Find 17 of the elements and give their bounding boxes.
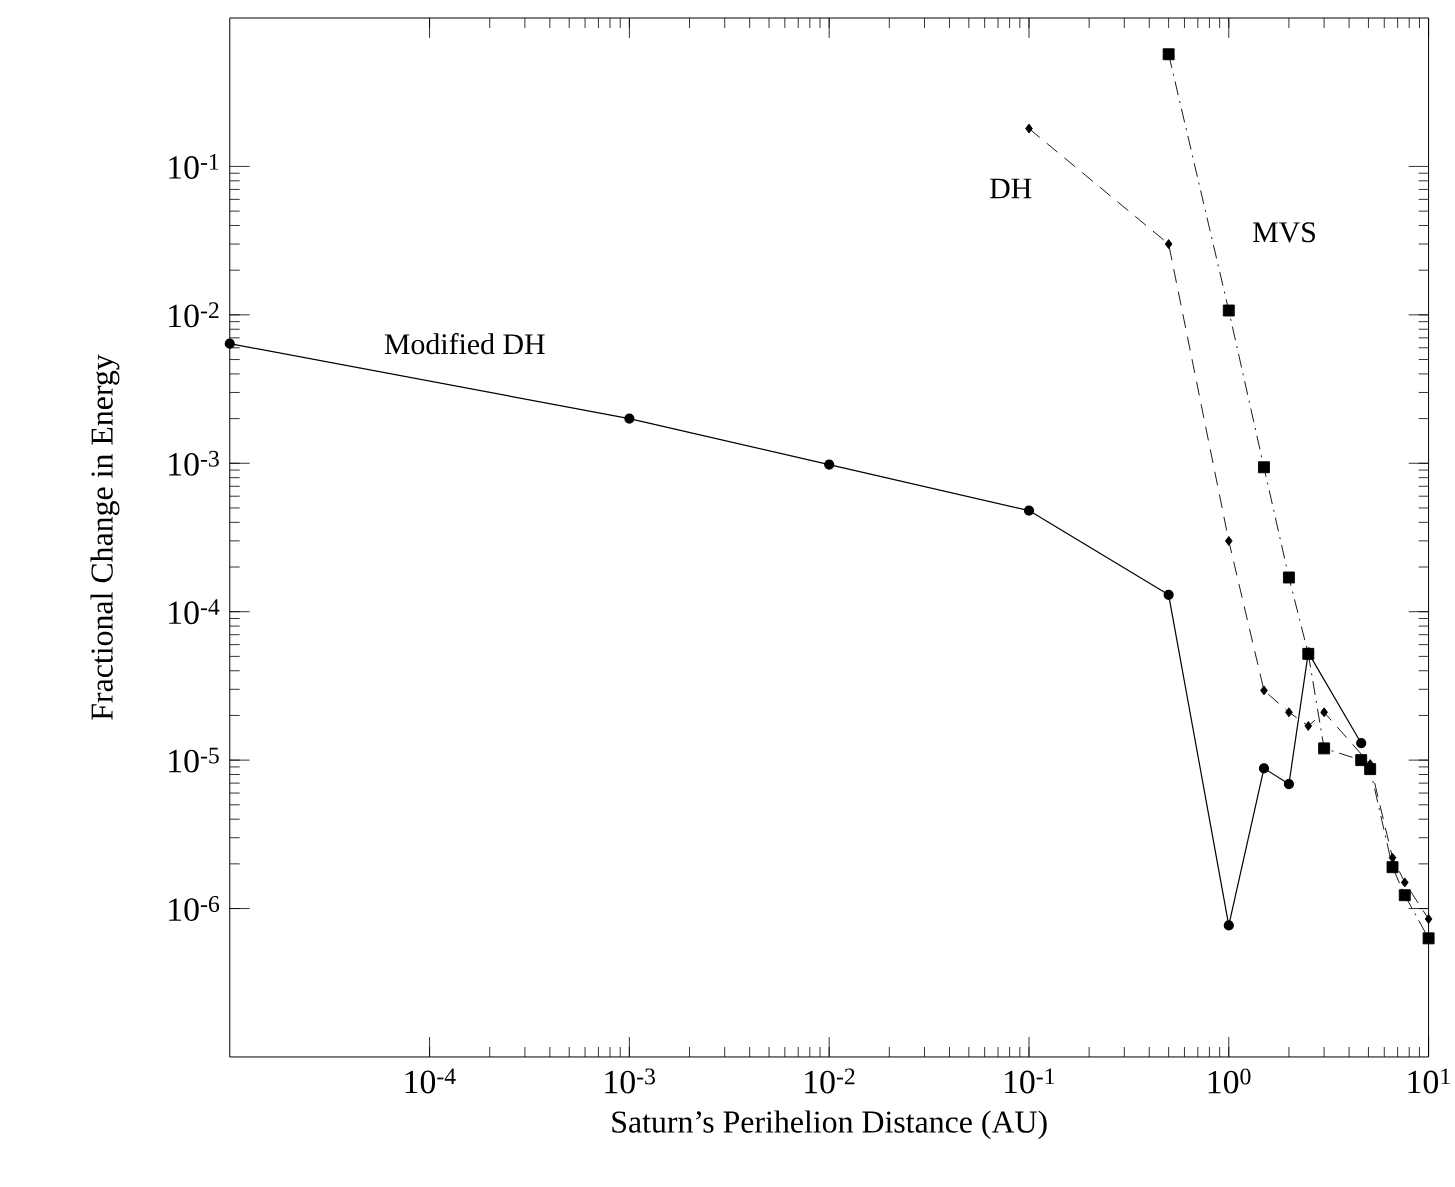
x-tick-label: 10$^{-2}$ (805, 1068, 855, 1094)
series-label: MVS (1252, 222, 1315, 243)
y-tick-label: 10$^{-2}$ (169, 302, 219, 328)
x-tick-label: 10$^{1}$ (1408, 1068, 1450, 1094)
y-tick-label: 10$^{-3}$ (169, 450, 219, 476)
y-tick-label: 10$^{-5}$ (169, 747, 219, 773)
y-axis-title: Fractional Change in Energy (90, 354, 120, 720)
series-label: DH (989, 178, 1032, 199)
x-tick-label: 10$^{-3}$ (605, 1068, 655, 1094)
x-tick-label: 10$^{-1}$ (1004, 1068, 1055, 1094)
series-label: Modified DH (384, 333, 545, 355)
x-tick-label: 10$^{-4}$ (405, 1068, 456, 1094)
y-tick-label: 10$^{-1}$ (169, 154, 219, 179)
y-tick-label: 10$^{-4}$ (169, 599, 220, 625)
x-axis-title: Saturn’s Perihelion Distance (AU) (612, 1110, 1047, 1140)
y-tick-label: 10$^{-6}$ (169, 896, 220, 922)
x-tick-label: 10$^{0}$ (1208, 1068, 1251, 1094)
